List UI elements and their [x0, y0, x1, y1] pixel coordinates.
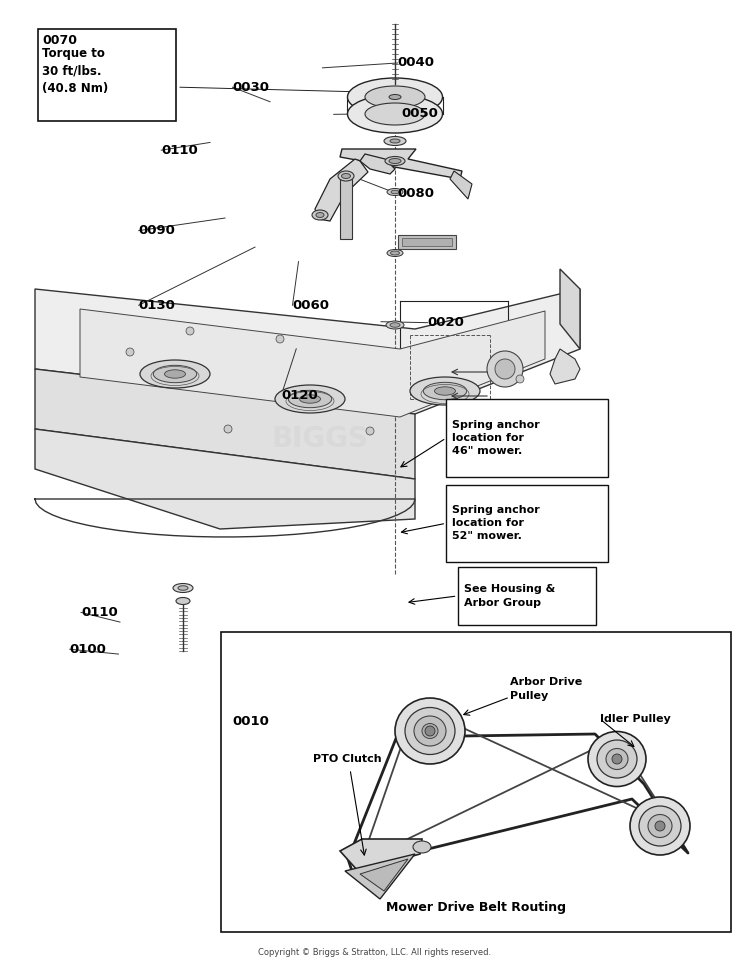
- Ellipse shape: [410, 377, 480, 405]
- Polygon shape: [560, 269, 580, 349]
- Text: 0040: 0040: [398, 56, 434, 70]
- Polygon shape: [360, 859, 408, 891]
- Circle shape: [425, 726, 435, 736]
- Polygon shape: [550, 349, 580, 384]
- Text: 0050: 0050: [401, 107, 438, 120]
- Bar: [458, 567, 596, 625]
- Ellipse shape: [176, 598, 190, 605]
- Text: 0070: 0070: [43, 34, 77, 47]
- Ellipse shape: [347, 78, 442, 116]
- Circle shape: [516, 375, 524, 383]
- Ellipse shape: [347, 95, 442, 133]
- Text: Spring anchor
location for
46" mower.: Spring anchor location for 46" mower.: [452, 420, 540, 456]
- Ellipse shape: [414, 716, 446, 746]
- Text: Torque to
30 ft/lbs.
(40.8 Nm): Torque to 30 ft/lbs. (40.8 Nm): [43, 47, 109, 95]
- Polygon shape: [35, 369, 415, 479]
- Text: Spring anchor
location for
52" mower.: Spring anchor location for 52" mower.: [452, 505, 540, 542]
- Ellipse shape: [316, 212, 324, 217]
- Polygon shape: [340, 839, 422, 871]
- Text: Mower Drive Belt Routing: Mower Drive Belt Routing: [386, 901, 566, 914]
- Ellipse shape: [384, 137, 406, 145]
- Bar: [398, 235, 456, 249]
- Ellipse shape: [395, 698, 465, 764]
- Circle shape: [186, 327, 194, 335]
- Ellipse shape: [275, 385, 345, 413]
- Circle shape: [487, 351, 523, 387]
- Ellipse shape: [338, 171, 354, 181]
- Ellipse shape: [405, 707, 455, 755]
- Ellipse shape: [597, 740, 637, 778]
- Text: See Housing &
Arbor Group: See Housing & Arbor Group: [464, 584, 555, 608]
- Text: 0010: 0010: [232, 715, 269, 729]
- Ellipse shape: [390, 139, 400, 143]
- Ellipse shape: [178, 585, 188, 590]
- Circle shape: [126, 348, 134, 356]
- Ellipse shape: [153, 365, 197, 383]
- Ellipse shape: [434, 387, 455, 395]
- Text: 0020: 0020: [427, 316, 464, 329]
- Polygon shape: [360, 154, 395, 174]
- Circle shape: [612, 754, 622, 764]
- Ellipse shape: [389, 159, 401, 164]
- Ellipse shape: [288, 391, 332, 408]
- Circle shape: [276, 335, 284, 343]
- Bar: [340, 179, 352, 239]
- Ellipse shape: [423, 383, 466, 399]
- Ellipse shape: [312, 210, 328, 220]
- Text: Copyright © Briggs & Stratton, LLC. All rights reserved.: Copyright © Briggs & Stratton, LLC. All …: [259, 948, 491, 957]
- Text: 0030: 0030: [232, 80, 269, 94]
- Text: 0130: 0130: [139, 298, 176, 312]
- Polygon shape: [450, 171, 472, 199]
- Circle shape: [486, 417, 494, 425]
- Bar: [402, 238, 452, 246]
- Ellipse shape: [341, 173, 350, 178]
- Ellipse shape: [648, 815, 672, 837]
- Polygon shape: [35, 429, 415, 529]
- Ellipse shape: [387, 249, 403, 257]
- Circle shape: [366, 427, 374, 435]
- Polygon shape: [315, 159, 368, 221]
- Text: 0080: 0080: [398, 187, 434, 201]
- Ellipse shape: [630, 797, 690, 855]
- Text: Arbor Drive
Pulley: Arbor Drive Pulley: [510, 677, 582, 701]
- Ellipse shape: [387, 189, 403, 196]
- Text: PTO Clutch: PTO Clutch: [313, 754, 382, 764]
- Ellipse shape: [386, 321, 404, 329]
- Text: BIGGS: BIGGS: [272, 425, 368, 453]
- Ellipse shape: [413, 841, 431, 853]
- Polygon shape: [35, 289, 580, 414]
- Ellipse shape: [606, 748, 628, 769]
- Bar: [38, 29, 176, 121]
- Text: 0100: 0100: [70, 642, 106, 656]
- Polygon shape: [80, 309, 545, 417]
- Polygon shape: [345, 854, 415, 899]
- Ellipse shape: [391, 190, 399, 194]
- Ellipse shape: [173, 583, 193, 592]
- Text: 0110: 0110: [161, 143, 198, 157]
- Text: 0110: 0110: [81, 606, 118, 619]
- Ellipse shape: [365, 103, 425, 125]
- Bar: [446, 399, 608, 477]
- Text: 0060: 0060: [292, 298, 329, 312]
- Ellipse shape: [164, 370, 185, 378]
- Bar: [221, 632, 731, 932]
- Ellipse shape: [422, 724, 438, 738]
- Ellipse shape: [390, 323, 400, 328]
- Text: 0120: 0120: [281, 389, 318, 402]
- Circle shape: [224, 425, 232, 433]
- Ellipse shape: [639, 806, 681, 846]
- Polygon shape: [340, 149, 462, 179]
- Ellipse shape: [588, 732, 646, 787]
- Ellipse shape: [140, 360, 210, 388]
- Ellipse shape: [365, 86, 425, 108]
- Ellipse shape: [385, 157, 405, 166]
- Bar: [446, 484, 608, 562]
- Ellipse shape: [299, 394, 320, 403]
- Text: Idler Pulley: Idler Pulley: [600, 714, 670, 724]
- Ellipse shape: [391, 251, 400, 255]
- Text: 0090: 0090: [139, 224, 176, 237]
- Circle shape: [655, 821, 665, 831]
- Circle shape: [495, 359, 515, 379]
- Ellipse shape: [389, 95, 401, 100]
